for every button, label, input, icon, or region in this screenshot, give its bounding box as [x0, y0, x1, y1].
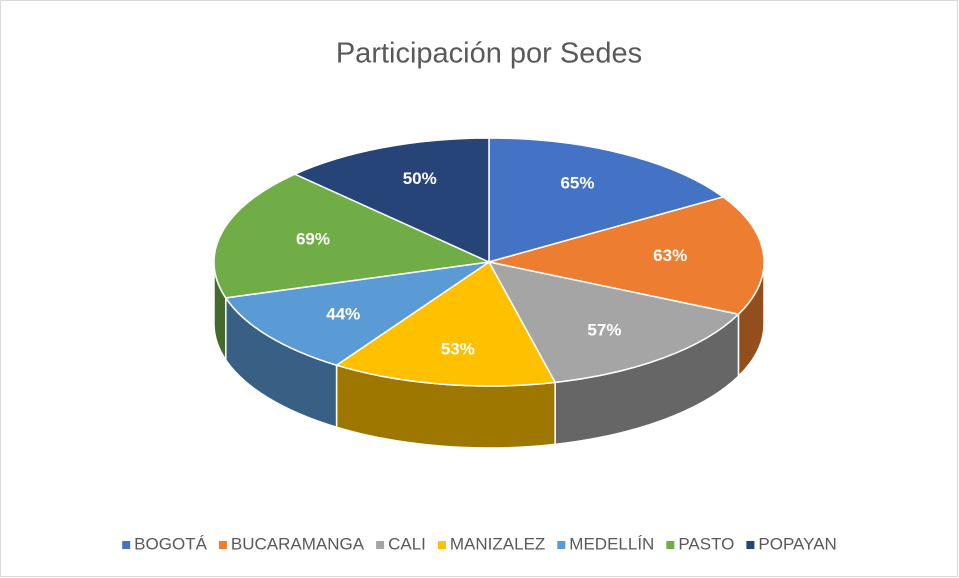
- slice: [293, 137, 490, 264]
- legend-swatch: [122, 541, 131, 549]
- data-label: 63%: [653, 246, 687, 265]
- legend-swatch: [557, 541, 566, 549]
- legend-label: MEDELLÍN: [569, 534, 654, 553]
- data-label: 57%: [587, 320, 621, 339]
- legend: BOGOTÁ BUCARAMANGA CALI MANIZALEZ MEDELLÍN PA…: [122, 534, 837, 553]
- data-label: 44%: [326, 305, 360, 324]
- slice: [487, 260, 740, 384]
- data-label: 65%: [560, 174, 594, 193]
- slice: [334, 260, 557, 387]
- data-label: 53%: [441, 339, 475, 358]
- data-label: 50%: [403, 169, 437, 188]
- legend-swatch: [218, 541, 227, 549]
- legend-swatch: [437, 541, 446, 549]
- legend-label: PASTO: [678, 534, 734, 553]
- slice: [213, 173, 492, 299]
- legend-label: CALI: [388, 534, 426, 553]
- legend-swatch: [746, 541, 755, 549]
- legend-label: POPAYAN: [758, 534, 836, 553]
- slice: [488, 196, 765, 316]
- slice: [488, 137, 725, 263]
- legend-swatch: [376, 541, 385, 549]
- legend-label: BOGOTÁ: [134, 534, 207, 553]
- legend-label: BUCARAMANGA: [231, 534, 365, 553]
- chart-title: Participación por Sedes: [336, 38, 642, 70]
- data-label: 69%: [296, 230, 330, 249]
- legend-swatch: [666, 541, 675, 549]
- legend-label: MANIZALEZ: [450, 534, 545, 553]
- slice: [224, 261, 490, 367]
